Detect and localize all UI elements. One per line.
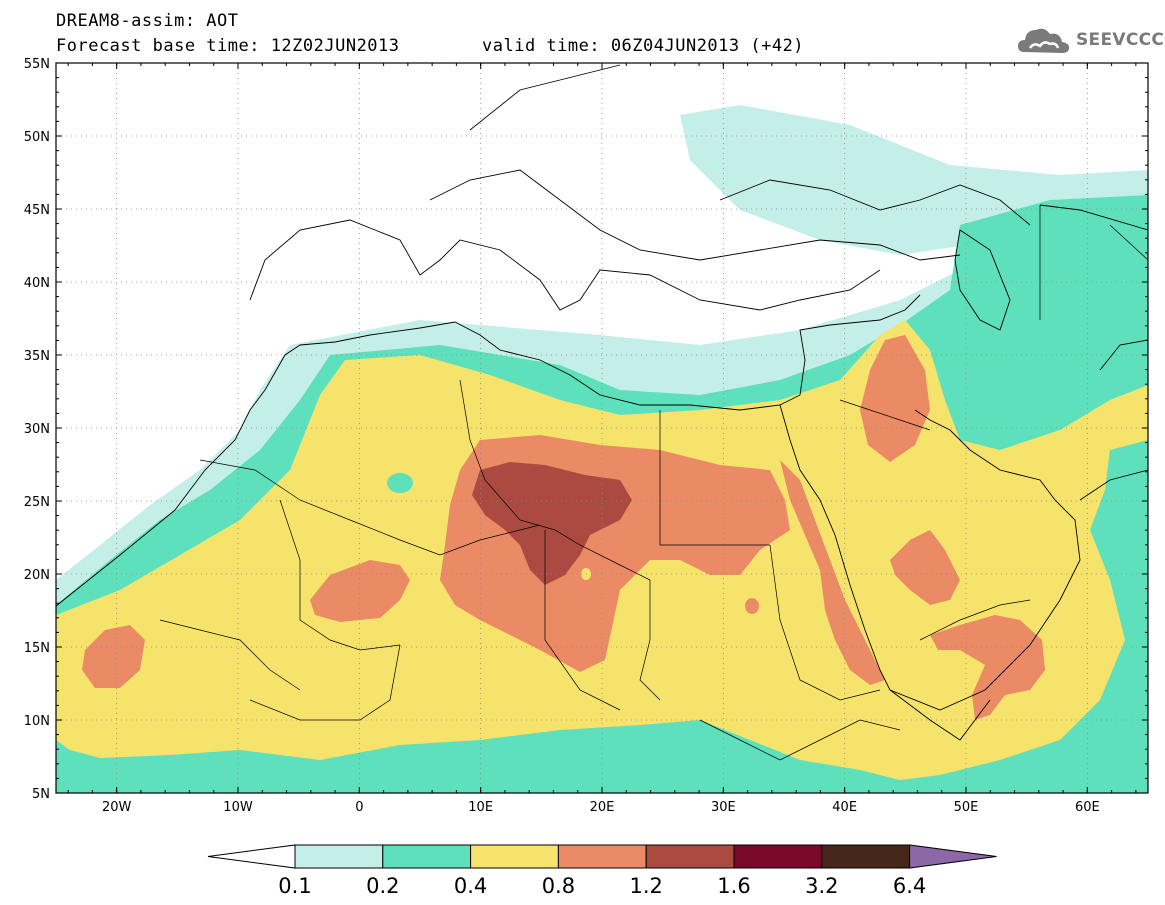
lon-label: 40E — [832, 800, 857, 815]
lon-label: 10E — [468, 800, 493, 815]
colorbar-label: 0.8 — [542, 874, 575, 898]
colorbar-swatch — [294, 844, 384, 869]
seevccc-logo: SEEVCCC — [1016, 22, 1164, 58]
colorbar-label: 6.4 — [893, 874, 926, 898]
colorbar-labels: 0.1 0.2 0.4 0.8 1.2 1.6 3.2 6.4 — [278, 874, 926, 898]
colorbar-low-arrow — [207, 844, 296, 869]
colorbar-swatch — [821, 844, 911, 869]
lon-label: 10W — [223, 800, 253, 815]
coastlines — [56, 64, 1148, 741]
cloud-icon — [1018, 28, 1070, 53]
borders — [159, 205, 1148, 761]
lat-label: 40N — [24, 276, 50, 291]
colorbar-label: 0.4 — [454, 874, 487, 898]
colorbar-label: 1.6 — [717, 874, 750, 898]
aot-patch — [387, 473, 413, 493]
lat-label: 55N — [24, 57, 50, 72]
colorbar-label: 3.2 — [805, 874, 838, 898]
lat-label: 10N — [24, 714, 50, 729]
colorbar-swatch — [645, 844, 735, 869]
aot-field — [56, 63, 1148, 793]
lon-label: 20E — [590, 800, 615, 815]
lat-label: 45N — [24, 203, 50, 218]
colorbar-swatch — [382, 844, 472, 869]
axis-ticks — [56, 62, 1148, 794]
valid-time: valid time: 06Z04JUN2013 (+42) — [482, 36, 805, 56]
colorbar-high-arrow — [909, 844, 997, 869]
lat-label: 50N — [24, 130, 50, 145]
colorbar — [207, 844, 997, 869]
lat-label: 5N — [32, 787, 50, 802]
lat-label: 15N — [24, 641, 50, 656]
forecast-base-time: Forecast base time: 12Z02JUN2013 — [56, 36, 400, 56]
lon-label: 0 — [355, 800, 363, 815]
colorbar-label: 1.2 — [629, 874, 662, 898]
lon-label: 30E — [711, 800, 736, 815]
lat-label: 25N — [24, 495, 50, 510]
aot-level-1.2 — [472, 462, 632, 585]
colorbar-swatch — [557, 844, 647, 869]
lon-label: 50E — [954, 800, 979, 815]
lat-label: 20N — [24, 568, 50, 583]
logo-text: SEEVCCC — [1076, 30, 1165, 50]
lon-label: 20W — [102, 800, 132, 815]
colorbar-label: 0.2 — [366, 874, 399, 898]
lon-label: 60E — [1075, 800, 1100, 815]
lat-label: 30N — [24, 422, 50, 437]
colorbar-swatch — [470, 844, 559, 869]
latitude-labels: 55N 50N 45N 40N 35N 30N 25N 20N 15N 10N 5N — [24, 57, 50, 802]
colorbar-label: 0.1 — [278, 874, 311, 898]
map-title: DREAM8-assim: AOT — [56, 11, 239, 31]
graticule — [56, 63, 1148, 793]
colorbar-swatch — [733, 844, 823, 869]
longitude-labels: 20W 10W 0 10E 20E 30E 40E 50E 60E — [102, 800, 1100, 815]
lat-label: 35N — [24, 349, 50, 364]
